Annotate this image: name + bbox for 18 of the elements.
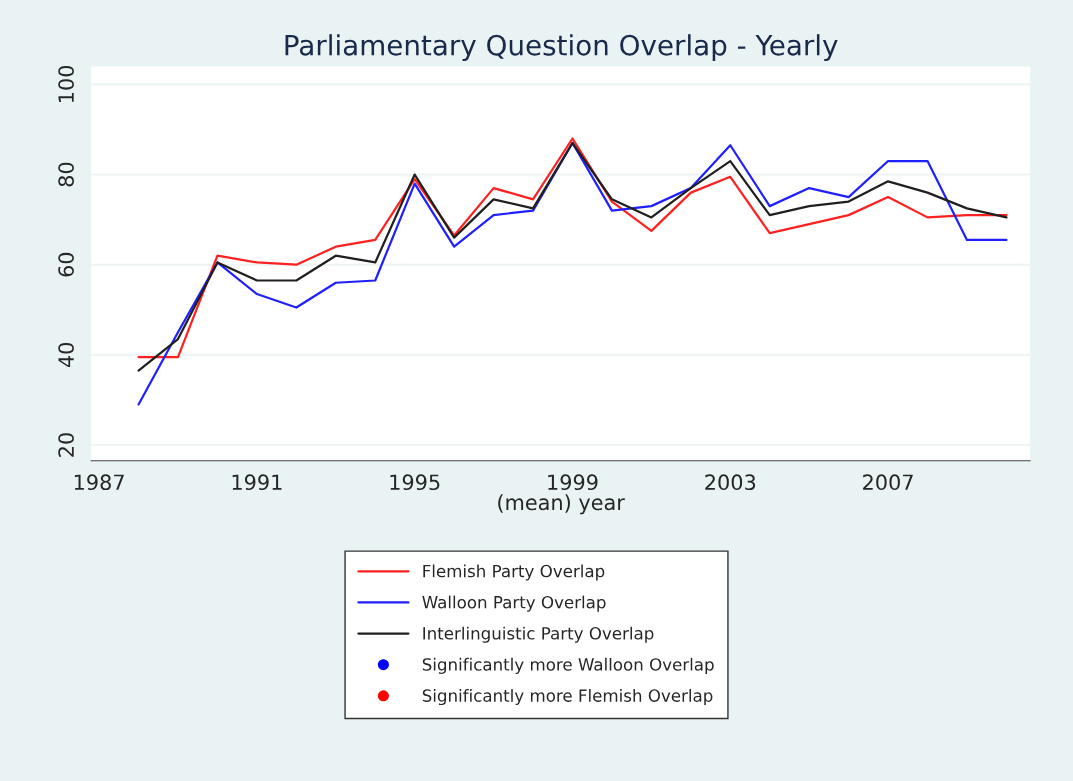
- y-tick-label: 80: [58, 162, 74, 187]
- legend-label: Significantly more Flemish Overlap: [422, 688, 713, 706]
- legend-label: Walloon Party Overlap: [422, 595, 606, 612]
- x-tick-label: 1987: [74, 474, 124, 491]
- y-tick-label: 60: [58, 252, 74, 277]
- legend-label: Interlinguistic Party Overlap: [423, 626, 654, 643]
- x-axis-title: (mean) year: [498, 494, 625, 515]
- x-tick-label: 1991: [232, 474, 282, 491]
- legend-label: Significantly more Walloon Overlap: [422, 657, 714, 674]
- x-tick-label: 2007: [863, 474, 913, 491]
- x-tick-label: 1995: [390, 474, 440, 491]
- x-tick-label: 1999: [548, 474, 598, 491]
- x-tick-label: 2003: [705, 474, 756, 491]
- y-tick-label: 40: [58, 342, 74, 368]
- y-tick-label: 100: [58, 65, 74, 103]
- y-tick-label: 20: [58, 433, 74, 457]
- chart-title: Parliamentary Question Overlap - Yearly: [285, 34, 838, 62]
- legend-label: Flemish Party Overlap: [423, 564, 605, 581]
